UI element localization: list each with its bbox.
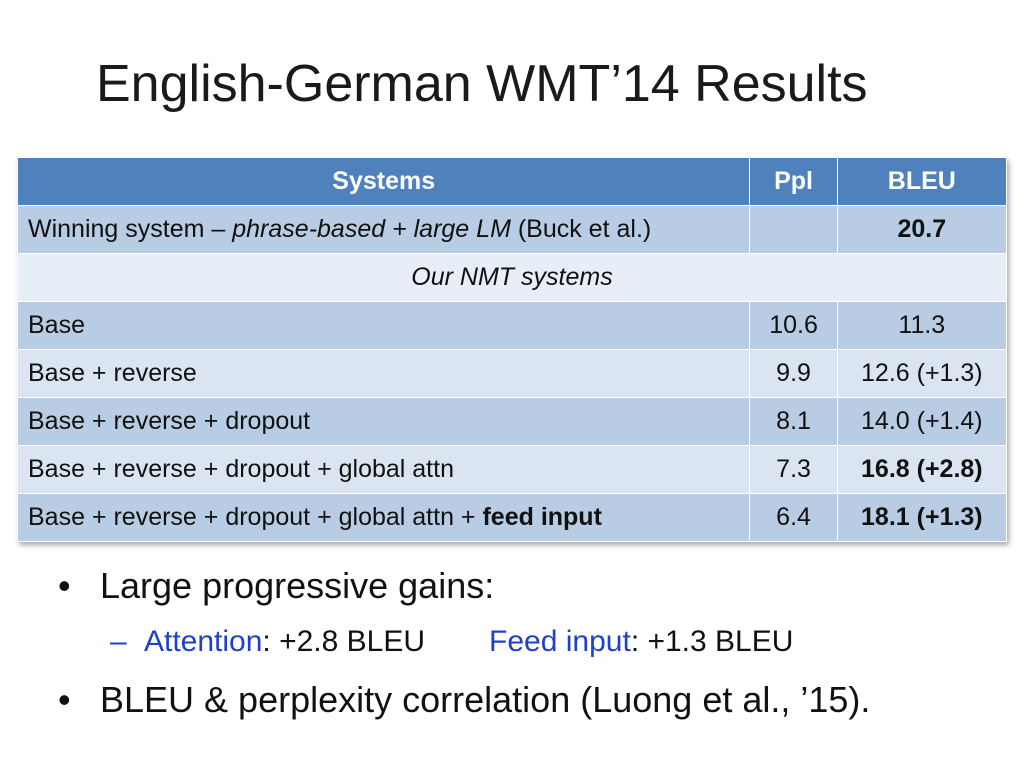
bullet-correlation: • BLEU & perplexity correlation (Luong et… <box>58 676 870 724</box>
ppl-cell: 7.3 <box>749 445 838 494</box>
bleu-cell: 12.6 (+1.3) <box>836 349 1008 398</box>
winning-ppl-cell <box>749 205 838 254</box>
header-bleu: BLEU <box>836 157 1008 206</box>
winning-system-prefix: Winning system – <box>28 215 233 243</box>
results-table: Systems Ppl BLEU Winning system – phrase… <box>16 157 1008 542</box>
system-cell: Base + reverse + dropout + global attn <box>16 445 751 494</box>
table-header-row: Systems Ppl BLEU <box>16 157 1008 206</box>
ppl-cell: 9.9 <box>749 349 838 398</box>
table-row: Base + reverse 9.9 12.6 (+1.3) <box>16 349 1008 398</box>
winning-system-cell: Winning system – phrase-based + large LM… <box>16 205 751 254</box>
bullet-dot: • <box>58 679 71 720</box>
subheader-cell: Our NMT systems <box>17 253 1007 302</box>
sub-bullet-dash: – <box>110 625 127 658</box>
table-row: Base + reverse + dropout 8.1 14.0 (+1.4) <box>16 397 1008 446</box>
bullet-dot: • <box>58 565 71 606</box>
header-ppl: Ppl <box>749 157 838 206</box>
attention-value: : +2.8 BLEU <box>262 625 426 658</box>
ppl-cell: 8.1 <box>749 397 838 446</box>
table-subheader-row: Our NMT systems <box>17 253 1007 302</box>
attention-label: Attention <box>144 625 263 658</box>
table-row-last: Base + reverse + dropout + global attn +… <box>16 493 1008 542</box>
bleu-cell: 18.1 (+1.3) <box>836 493 1008 542</box>
bullet-text: BLEU & perplexity correlation (Luong et … <box>100 679 871 720</box>
header-systems: Systems <box>16 157 751 206</box>
bleu-cell: 14.0 (+1.4) <box>836 397 1008 446</box>
feed-input-value: : +1.3 BLEU <box>630 625 794 658</box>
bleu-cell: 11.3 <box>836 301 1008 350</box>
system-prefix: Base + reverse + dropout + global attn + <box>28 503 483 531</box>
system-feed-input: feed input <box>482 503 602 531</box>
ppl-cell: 10.6 <box>749 301 838 350</box>
system-cell: Base + reverse + dropout + global attn +… <box>16 493 751 542</box>
winning-system-method: phrase-based + large LM <box>232 215 511 243</box>
table-row: Base 10.6 11.3 <box>16 301 1008 350</box>
sub-bullet-gains: – Attention: +2.8 BLEU Feed input: +1.3 BL… <box>110 622 793 662</box>
slide-title: English-German WMT’14 Results <box>96 55 868 113</box>
bullet-text: Large progressive gains: <box>100 565 495 606</box>
system-cell: Base + reverse + dropout <box>16 397 751 446</box>
bullet-gains: • Large progressive gains: <box>58 562 494 610</box>
table-row-winning: Winning system – phrase-based + large LM… <box>16 205 1008 254</box>
winning-bleu-cell: 20.7 <box>836 205 1008 254</box>
ppl-cell: 6.4 <box>749 493 838 542</box>
table-row: Base + reverse + dropout + global attn 7… <box>16 445 1008 494</box>
bleu-cell: 16.8 (+2.8) <box>836 445 1008 494</box>
feed-input-label: Feed input <box>489 625 631 658</box>
system-cell: Base <box>16 301 751 350</box>
system-cell: Base + reverse <box>16 349 751 398</box>
winning-system-citation: (Buck et al.) <box>510 215 652 243</box>
